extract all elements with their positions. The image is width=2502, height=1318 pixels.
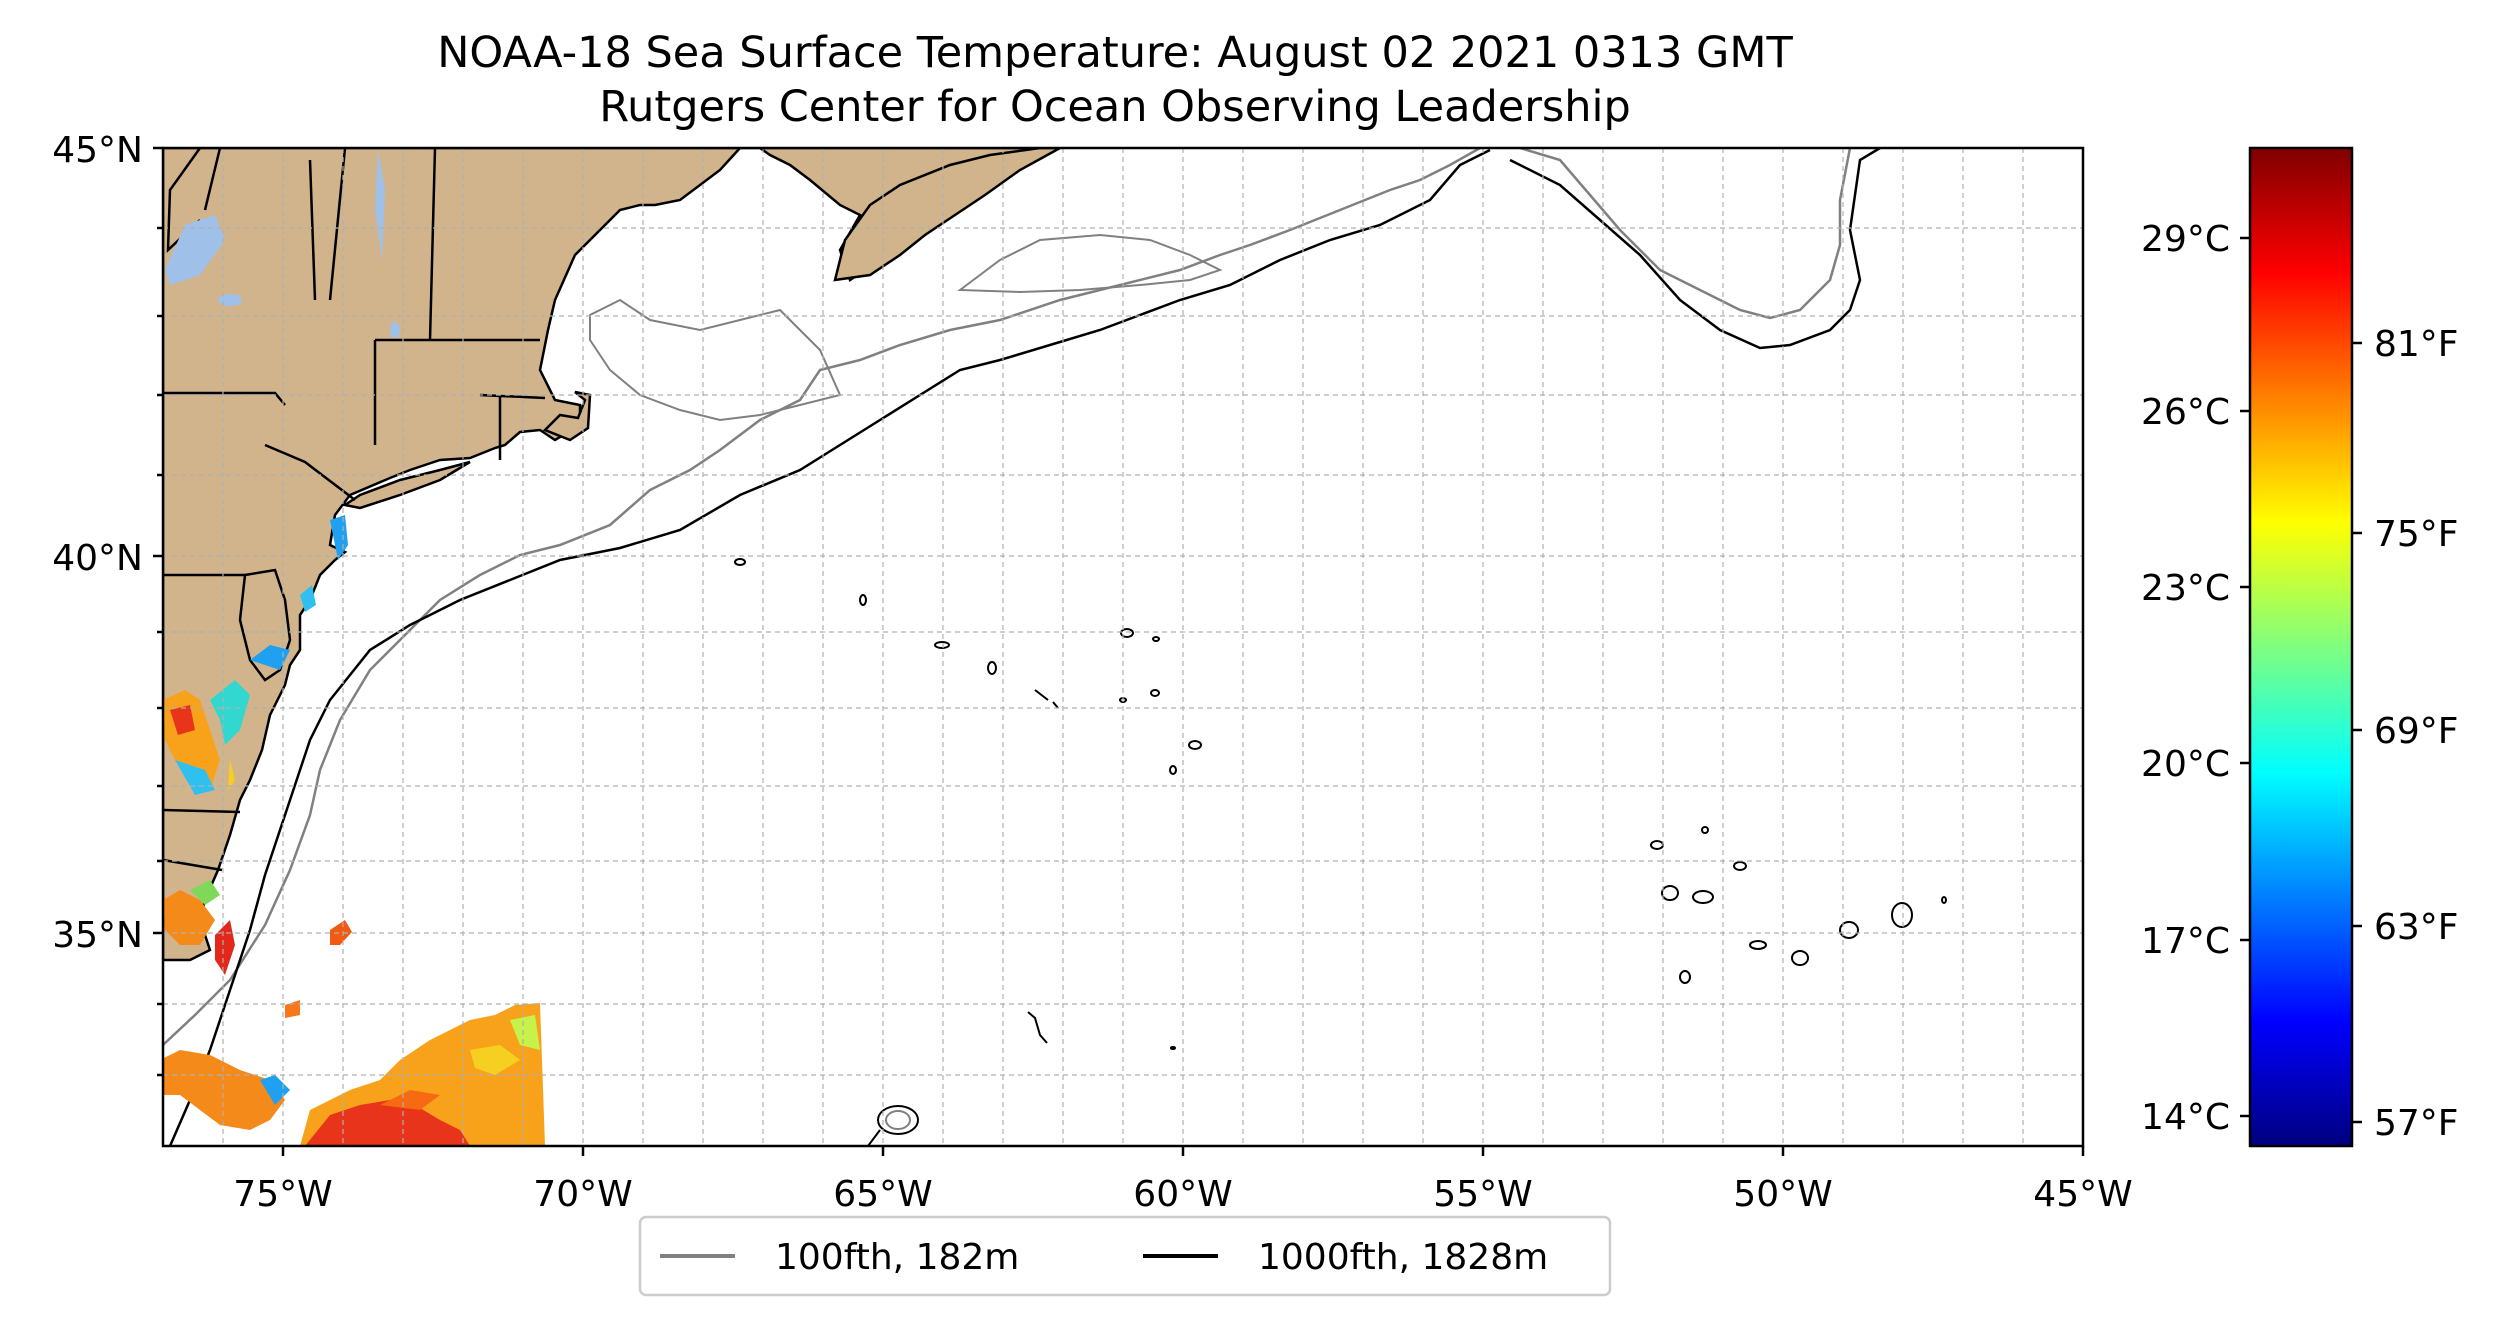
map-title: NOAA-18 Sea Surface Temperature: August …: [437, 28, 1793, 78]
long-island: [341, 460, 471, 510]
lat-label-45n: 45°N: [52, 130, 143, 171]
colorbar-c-26: 26°C: [2141, 392, 2230, 433]
map-gridlines: [163, 148, 2083, 1146]
sst-data-patches: [163, 515, 545, 1146]
legend-label-100fth: 100fth, 182m: [775, 1237, 1019, 1278]
colorbar-ticks: [2240, 236, 2362, 1124]
lon-label-75w: 75°W: [233, 1174, 332, 1215]
map-frame: [161, 146, 2085, 1148]
lat-label-35n: 35°N: [52, 915, 143, 956]
legend-box: [638, 1215, 1612, 1297]
colorbar-f-63: 63°F: [2374, 907, 2459, 948]
us-east-coast-land: [163, 148, 1051, 962]
lakes: [165, 150, 400, 338]
colorbar-c-14: 14°C: [2141, 1097, 2230, 1138]
colorbar-c-23: 23°C: [2141, 568, 2230, 609]
georges-bank: [957, 233, 1223, 294]
colorbar-c-29: 29°C: [2141, 219, 2230, 260]
colorbar-c-20: 20°C: [2141, 744, 2230, 785]
colorbar-f-81: 81°F: [2374, 324, 2459, 365]
state-borders: [163, 148, 546, 872]
map-ticks: [153, 146, 2085, 1156]
gulf-of-maine-banks: [589, 298, 842, 422]
legend: 100fth, 182m 1000fth, 1828m: [638, 1215, 1612, 1297]
colorbar: 29°C 26°C 23°C 20°C 17°C 14°C 81°F 75°F …: [2141, 146, 2459, 1148]
lon-label-55w: 55°W: [1433, 1174, 1532, 1215]
map-area: [163, 148, 2083, 1146]
cape-cod: [542, 390, 592, 442]
isobath-1000fth: [168, 148, 1881, 1146]
colorbar-f-75: 75°F: [2374, 514, 2459, 555]
lon-label-50w: 50°W: [1733, 1174, 1832, 1215]
colorbar-f-57: 57°F: [2374, 1103, 2459, 1144]
nova-scotia: [833, 148, 1061, 282]
lon-label-70w: 70°W: [533, 1174, 632, 1215]
lon-label-65w: 65°W: [833, 1174, 932, 1215]
legend-label-1000fth: 1000fth, 1828m: [1258, 1237, 1548, 1278]
colorbar-f-69: 69°F: [2374, 711, 2459, 752]
map-subtitle: Rutgers Center for Ocean Observing Leade…: [599, 82, 1631, 132]
lon-label-60w: 60°W: [1133, 1174, 1232, 1215]
colorbar-gradient: [2248, 146, 2354, 1148]
isobath-100fth: [163, 148, 1852, 1046]
colorbar-c-17: 17°C: [2141, 921, 2230, 962]
lon-label-45w: 45°W: [2033, 1174, 2132, 1215]
lat-label-40n: 40°N: [52, 538, 143, 579]
